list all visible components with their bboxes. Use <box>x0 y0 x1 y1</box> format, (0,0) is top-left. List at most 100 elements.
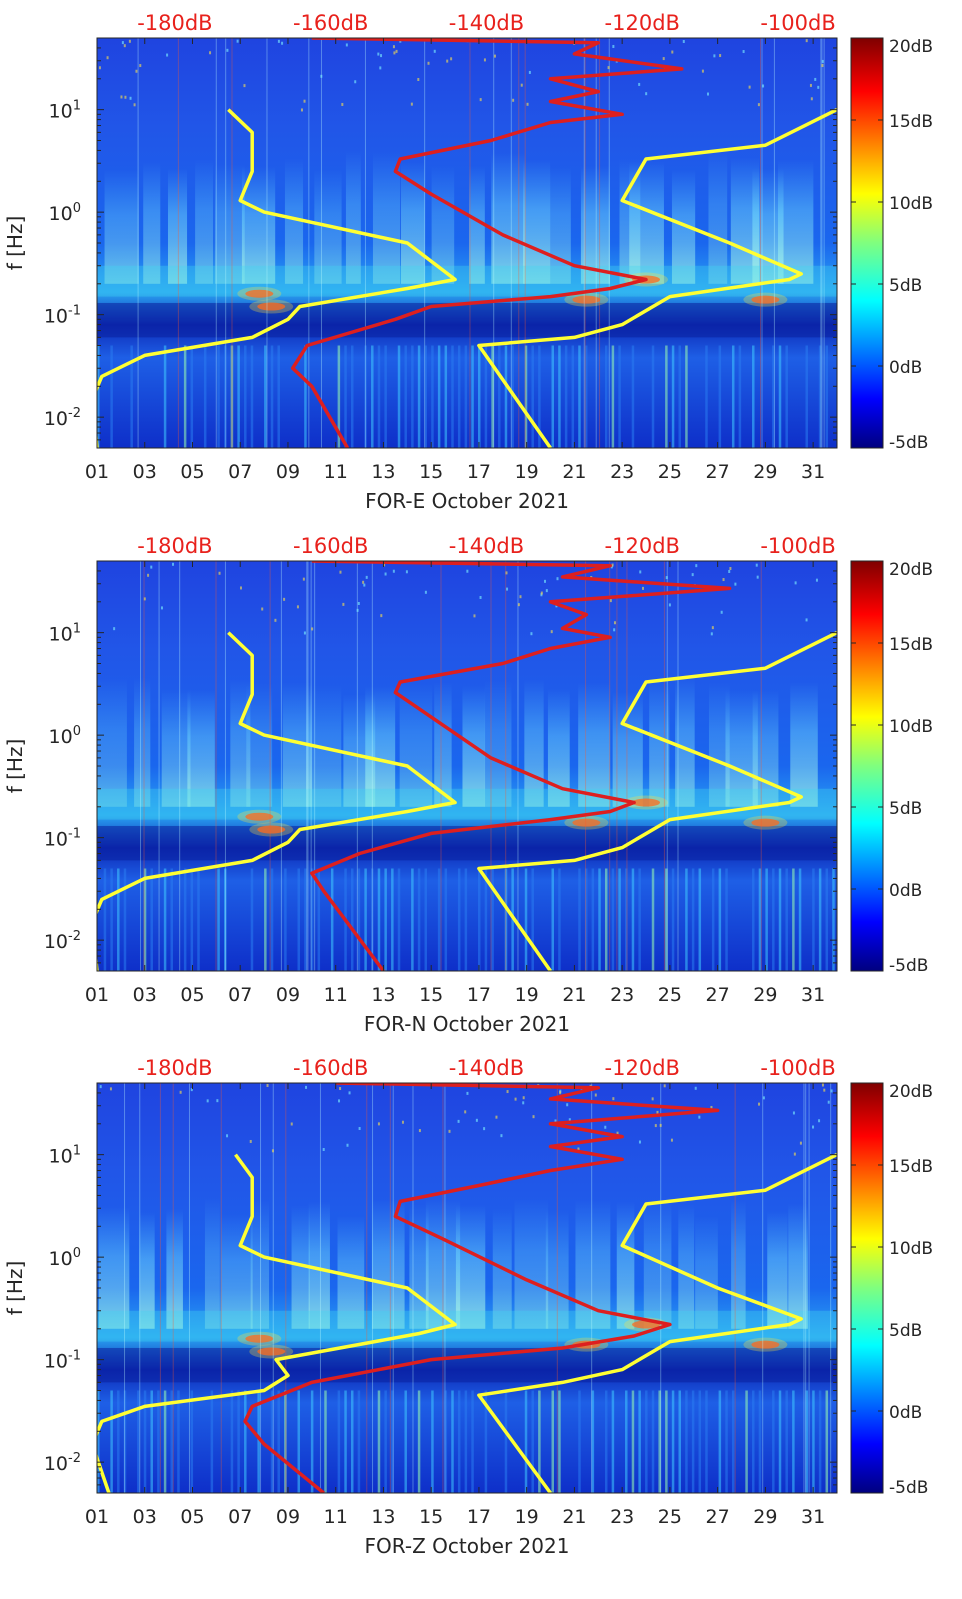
noise-speckle <box>517 603 520 607</box>
noise-speckle <box>550 630 553 634</box>
transient-line <box>320 38 322 448</box>
transient-line <box>260 1083 262 1493</box>
noise-speckle <box>656 1110 659 1114</box>
noise-speckle <box>473 614 476 618</box>
transient-line <box>609 561 611 971</box>
x-tick-label: 05 <box>180 984 204 1006</box>
noise-speckle <box>663 1084 666 1088</box>
low-frequency-stripe <box>604 345 608 448</box>
noise-speckle <box>613 628 616 632</box>
noise-speckle <box>383 563 386 567</box>
colorbar-tick-label: 15dB <box>889 112 933 132</box>
noise-speckle <box>568 1118 571 1122</box>
spectrogram-plume <box>752 690 779 807</box>
noise-speckle <box>500 1134 503 1138</box>
low-frequency-stripe <box>524 1390 528 1493</box>
low-frequency-stripe <box>257 1390 260 1493</box>
noise-speckle <box>427 61 430 65</box>
colorbar-tick-label: -5dB <box>889 1478 928 1498</box>
noise-speckle <box>348 1091 351 1095</box>
noise-speckle <box>821 59 824 63</box>
noise-speckle <box>405 570 408 574</box>
x-tick-label: 23 <box>610 461 634 483</box>
chart-panel-1: 01 03 05 07 09 11 13 15 17 19 21 23 25 27 29 31 FOR-E Oc… <box>3 11 933 513</box>
noise-speckle <box>363 583 366 587</box>
low-frequency-stripe <box>384 868 387 971</box>
transient-line <box>139 1083 141 1493</box>
low-frequency-stripe <box>477 345 481 448</box>
noise-speckle <box>665 576 668 580</box>
hot-spot-halo <box>249 1344 294 1359</box>
hot-spot <box>257 302 286 311</box>
spectrogram-plume <box>220 1213 253 1329</box>
low-frequency-stripe <box>344 345 347 448</box>
x-tick-label: 13 <box>371 1506 395 1528</box>
low-frequency-stripe <box>163 345 167 448</box>
low-frequency-stripe <box>437 345 441 448</box>
y-tick-label: 10-2 <box>44 1451 81 1475</box>
hot-spot-halo <box>564 292 609 307</box>
low-frequency-stripe <box>137 1390 140 1493</box>
noise-speckle <box>651 1097 654 1101</box>
low-frequency-stripe <box>143 868 147 971</box>
noise-speckle <box>479 595 482 599</box>
spectrogram-plume <box>545 1209 569 1329</box>
x-axis-label: FOR-E October 2021 <box>365 489 569 513</box>
x-tick-label: 29 <box>753 1506 777 1528</box>
low-frequency-stripe <box>223 868 227 971</box>
spectrogram-plume <box>399 683 433 807</box>
low-frequency-stripe <box>431 1390 434 1493</box>
noise-speckle <box>109 1087 112 1091</box>
low-frequency-stripe <box>471 1390 474 1493</box>
hot-spot-halo <box>249 299 294 314</box>
transient-line <box>760 38 762 448</box>
spectrogram-plume <box>246 683 273 807</box>
low-frequency-stripe <box>377 868 381 971</box>
transient-line <box>372 1083 374 1493</box>
low-frequency-stripe <box>738 345 742 448</box>
low-frequency-stripe <box>364 345 367 448</box>
spectrogram-plume <box>788 1203 808 1329</box>
low-frequency-stripe <box>123 1390 127 1493</box>
y-axis-label: f [Hz] <box>3 739 27 794</box>
x-tick-label: 03 <box>133 1506 157 1528</box>
noise-speckle <box>483 58 486 62</box>
noise-speckle <box>341 102 344 106</box>
transient-line <box>231 38 233 448</box>
spectrogram-plume <box>524 679 544 807</box>
hot-spot-halo <box>624 795 669 810</box>
low-frequency-stripe <box>444 345 448 448</box>
noise-speckle <box>226 1134 229 1138</box>
y-tick-label: 10-2 <box>44 929 81 953</box>
low-frequency-stripe <box>464 868 468 971</box>
noise-speckle <box>701 69 704 73</box>
low-frequency-stripe <box>778 345 782 448</box>
top-axis-db-label: -120dB <box>605 11 680 35</box>
noise-speckle <box>812 1125 815 1129</box>
noise-speckle <box>113 627 116 631</box>
transient-line <box>469 38 471 448</box>
noise-speckle <box>818 1119 821 1123</box>
low-frequency-stripe <box>611 1390 615 1493</box>
y-tick-label: 100 <box>49 1246 81 1270</box>
low-frequency-stripe <box>645 1390 648 1493</box>
noise-speckle <box>392 569 395 573</box>
low-frequency-stripe <box>411 868 414 971</box>
top-axis-db-label: -140dB <box>449 11 524 35</box>
spectrogram-plume <box>139 1211 155 1329</box>
low-frequency-stripe <box>504 345 508 448</box>
yellow-noise-model-curve-2 <box>477 1153 837 1493</box>
low-frequency-stripe <box>772 1390 775 1493</box>
transient-line <box>177 38 179 448</box>
x-tick-label: 11 <box>324 984 348 1006</box>
noise-speckle <box>577 1147 580 1151</box>
low-frequency-stripe <box>150 868 153 971</box>
noise-speckle <box>384 572 387 576</box>
low-frequency-stripe <box>792 1390 795 1493</box>
hot-spot <box>572 295 601 304</box>
low-frequency-stripe <box>832 868 835 971</box>
x-tick-label: 19 <box>515 461 539 483</box>
low-frequency-stripe <box>264 345 267 448</box>
low-frequency-stripe <box>391 1390 394 1493</box>
x-tick-label: 13 <box>371 461 395 483</box>
